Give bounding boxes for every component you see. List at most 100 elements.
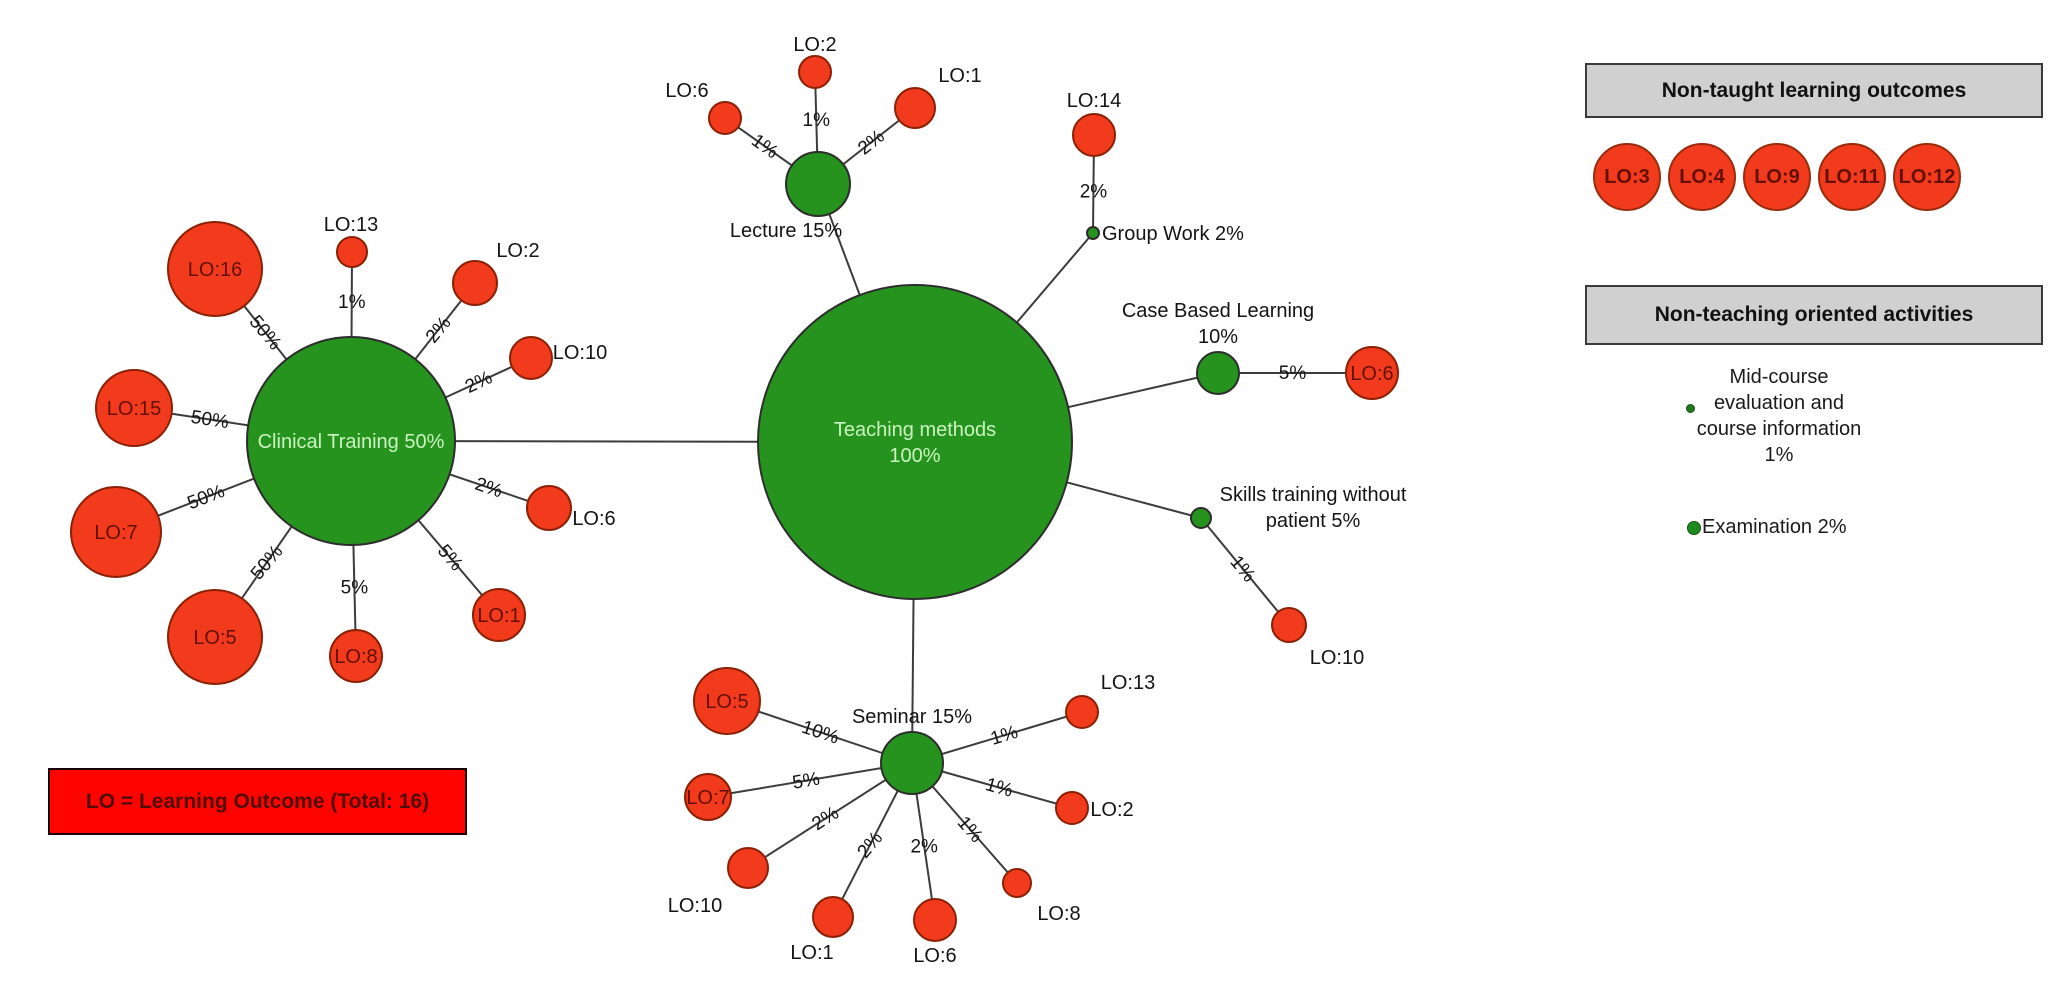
node-label-line: Clinical Training 50% <box>258 431 445 453</box>
node-label-line: Skills training without <box>1220 484 1407 506</box>
node-label-cl2: LO:2 <box>496 240 539 262</box>
node-label-line: LO:2 <box>1090 799 1133 821</box>
node-label-line: LO:6 <box>1350 363 1393 385</box>
edge-label-clinical-cl13: 1% <box>338 292 366 313</box>
node-label-line: Teaching methods <box>834 419 996 441</box>
node-label-cbl6: LO:6 <box>1350 363 1393 385</box>
mid-course-line: evaluation and <box>1713 392 1845 414</box>
node-label-cbl: Case Based Learning 10% <box>1122 300 1314 348</box>
outcome-node-cl15 <box>95 369 173 447</box>
edge-label-clinical-cl7: 50% <box>185 481 228 514</box>
edge-label-cbl-cbl6: 5% <box>1279 363 1307 384</box>
mid-course-dot-icon <box>1686 404 1695 413</box>
outcome-node-lec1 <box>894 87 936 129</box>
node-label-line: LO:7 <box>94 522 137 544</box>
node-label-line: LO:1 <box>790 942 833 964</box>
node-label-sem2: LO:2 <box>1090 799 1133 821</box>
node-label-line: LO:8 <box>334 646 377 668</box>
examination-dot-icon <box>1687 520 1701 535</box>
method-node-cbl <box>1196 351 1240 395</box>
node-label-gw14: LO:14 <box>1067 90 1121 112</box>
non-taught-outcome-circle: LO:9 <box>1743 143 1811 211</box>
node-label-line: LO:5 <box>705 691 748 713</box>
non-teaching-panel-title: Non-teaching oriented activities <box>1654 303 1974 326</box>
edge-seminar-sem7 <box>707 762 913 798</box>
node-label-line: Seminar 15% <box>852 706 972 728</box>
node-label-sem1: LO:1 <box>790 942 833 964</box>
non-taught-outcome-circle: LO:12 <box>1893 143 1961 211</box>
node-label-sem10: LO:10 <box>668 895 722 917</box>
outcome-node-sem13 <box>1065 695 1099 729</box>
node-label-cl15: LO:15 <box>107 398 161 420</box>
edge-label-lecture-lec1: 2% <box>854 126 889 160</box>
outcome-node-sem10 <box>727 847 769 889</box>
node-label-teaching: Teaching methods 100% <box>834 419 996 467</box>
node-label-line: LO:6 <box>665 80 708 102</box>
legend-box: LO = Learning Outcome (Total: 16) <box>48 768 467 835</box>
node-label-cl6: LO:6 <box>572 508 615 530</box>
outcome-node-sk10 <box>1271 607 1307 643</box>
node-label-sk10: LO:10 <box>1310 647 1364 669</box>
outcome-node-cbl6 <box>1345 346 1399 400</box>
method-node-groupwork <box>1086 226 1100 240</box>
legend-label: LO = Learning Outcome (Total: 16) <box>85 789 430 813</box>
edge-label-seminar-sem7: 5% <box>791 769 822 794</box>
node-label-skills: Skills training without patient 5% <box>1220 484 1407 532</box>
method-node-lecture <box>785 151 851 217</box>
node-label-lecture: Lecture 15% <box>730 220 843 242</box>
outcome-node-sem2 <box>1055 791 1089 825</box>
edge-label-clinical-cl16: 50% <box>245 312 286 355</box>
outcome-node-cl8 <box>329 629 383 683</box>
node-label-line: LO:10 <box>668 895 722 917</box>
edge-label-seminar-sem1: 2% <box>854 828 888 863</box>
non-teaching-panel-header: Non-teaching oriented activities <box>1585 285 2043 345</box>
edge-label-clinical-cl10: 2% <box>462 367 496 398</box>
non-taught-outcome-label: LO:12 <box>1898 165 1956 188</box>
outcome-node-lec2 <box>798 55 832 89</box>
node-label-line: Case Based Learning <box>1122 300 1314 322</box>
node-label-cl8: LO:8 <box>334 646 377 668</box>
node-label-line: LO:2 <box>496 240 539 262</box>
non-taught-outcome-circle: LO:11 <box>1818 143 1886 211</box>
outcome-node-cl1 <box>472 588 526 642</box>
node-label-line: LO:2 <box>793 34 836 56</box>
edge-seminar-sem10 <box>747 762 913 869</box>
node-label-line: LO:16 <box>188 259 242 281</box>
node-label-lec1: LO:1 <box>938 65 981 87</box>
outcome-node-sem8 <box>1002 868 1032 898</box>
node-label-cl10: LO:10 <box>553 342 607 364</box>
outcome-node-lec6 <box>708 101 742 135</box>
node-label-lec2: LO:2 <box>793 34 836 56</box>
outcome-node-cl10 <box>509 336 553 380</box>
non-taught-panel-header: Non-taught learning outcomes <box>1585 63 2043 118</box>
node-label-sem6: LO:6 <box>913 945 956 967</box>
method-node-teaching <box>757 284 1073 600</box>
mid-course-line: Mid-course <box>1729 366 1829 388</box>
outcome-node-cl16 <box>167 221 263 317</box>
node-label-line: patient 5% <box>1266 510 1361 532</box>
node-label-sem13: LO:13 <box>1101 672 1155 694</box>
node-label-line: 10% <box>1198 326 1238 348</box>
edge-label-clinical-cl15: 50% <box>189 407 230 433</box>
node-label-lec6: LO:6 <box>665 80 708 102</box>
outcome-node-cl7 <box>70 486 162 578</box>
outcome-node-sem6 <box>913 898 957 942</box>
non-taught-outcome-label: LO:11 <box>1824 165 1880 188</box>
outcome-node-cl6 <box>526 485 572 531</box>
edge-label-clinical-cl6: 2% <box>472 474 505 503</box>
method-node-seminar <box>880 731 944 795</box>
examination-activity: Examination 2% <box>1687 516 1847 539</box>
node-label-clinical: Clinical Training 50% <box>258 431 445 453</box>
edge-label-groupwork-gw14: 2% <box>1080 181 1108 202</box>
node-label-cl1: LO:1 <box>477 605 520 627</box>
node-label-line: Group Work 2% <box>1102 223 1244 245</box>
node-label-sem8: LO:8 <box>1037 903 1080 925</box>
non-taught-outcomes-row: LO:3 LO:4 LO:9 LO:11 LO:12 <box>1593 143 1961 211</box>
node-label-line: LO:5 <box>193 627 236 649</box>
edge-label-clinical-cl5: 50% <box>247 541 288 584</box>
outcome-node-sem7 <box>684 773 732 821</box>
mid-course-activity: Mid-course evaluation and course informa… <box>1669 364 1889 468</box>
node-label-line: LO:14 <box>1067 90 1121 112</box>
node-label-sem5: LO:5 <box>705 691 748 713</box>
